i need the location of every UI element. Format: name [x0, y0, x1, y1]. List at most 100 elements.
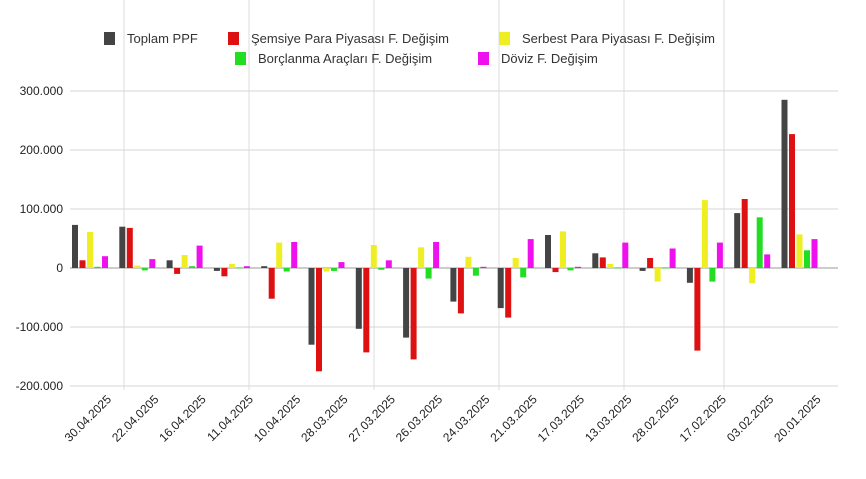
bar[interactable] [72, 224, 78, 268]
bar[interactable] [622, 242, 629, 268]
bar[interactable] [575, 266, 581, 268]
bar[interactable] [261, 266, 268, 268]
bar[interactable] [686, 268, 693, 283]
bar[interactable] [433, 242, 440, 268]
bar[interactable] [363, 268, 370, 353]
bar[interactable] [378, 268, 385, 270]
bar[interactable] [789, 134, 795, 268]
bar[interactable] [418, 247, 425, 268]
category-group [497, 239, 534, 318]
bar[interactable] [87, 232, 93, 268]
bar[interactable] [701, 200, 708, 268]
bar[interactable] [181, 255, 188, 268]
bar[interactable] [323, 268, 330, 272]
bar[interactable] [662, 267, 669, 269]
bar[interactable] [141, 268, 148, 271]
bar[interactable] [213, 268, 220, 271]
category-group [166, 245, 203, 274]
bar[interactable] [741, 199, 748, 268]
legend-item-toplam-ppf[interactable]: Toplam PPF [104, 31, 198, 46]
bar[interactable] [599, 257, 606, 268]
bar[interactable] [243, 266, 250, 268]
bar[interactable] [221, 268, 228, 277]
bar-series [72, 99, 818, 372]
bar[interactable] [134, 265, 141, 268]
bar[interactable] [166, 260, 173, 268]
bar[interactable] [796, 234, 803, 268]
legend-label: Borçlanma Araçları F. Değişim [258, 51, 432, 66]
bar[interactable] [196, 245, 203, 268]
bar[interactable] [268, 268, 275, 299]
legend-item-semsiye[interactable]: Şemsiye Para Piyasası F. Değişim [228, 31, 449, 46]
bar[interactable] [338, 262, 345, 268]
bar[interactable] [457, 268, 464, 314]
category-group [308, 262, 345, 372]
bar[interactable] [370, 245, 377, 268]
bar[interactable] [403, 268, 410, 338]
bar[interactable] [410, 268, 417, 360]
bar[interactable] [450, 268, 457, 302]
bar[interactable] [804, 250, 810, 268]
bar[interactable] [694, 268, 701, 351]
bar[interactable] [497, 268, 504, 309]
legend-item-doviz[interactable]: Döviz F. Değişim [478, 51, 598, 66]
legend-item-serbest[interactable]: Serbest Para Piyasası F. Değişim [499, 31, 715, 46]
bar[interactable] [228, 263, 235, 268]
bar[interactable] [811, 239, 818, 268]
bar[interactable] [149, 259, 156, 268]
bar[interactable] [781, 99, 788, 268]
bar[interactable] [512, 258, 519, 268]
bar[interactable] [520, 268, 527, 278]
bar[interactable] [331, 268, 337, 271]
bar[interactable] [764, 254, 771, 268]
bar[interactable] [316, 268, 322, 372]
bar[interactable] [552, 268, 559, 273]
y-tick-label: 0 [56, 261, 63, 275]
bar[interactable] [236, 267, 243, 269]
bar[interactable] [79, 260, 86, 268]
bar[interactable] [716, 242, 723, 268]
bar[interactable] [527, 239, 534, 268]
bar[interactable] [607, 263, 614, 268]
bar[interactable] [126, 227, 133, 268]
bar[interactable] [545, 235, 551, 268]
bar[interactable] [709, 268, 716, 282]
bar[interactable] [283, 268, 290, 272]
bar[interactable] [276, 242, 283, 268]
y-tick-label: -100.000 [16, 320, 64, 334]
bar[interactable] [174, 268, 181, 274]
bar[interactable] [669, 248, 676, 269]
bar[interactable] [465, 256, 472, 268]
category-group [119, 226, 156, 271]
legend-label: Toplam PPF [127, 31, 198, 46]
bar[interactable] [102, 256, 108, 268]
legend-item-borclanma[interactable]: Borçlanma Araçları F. Değişim [235, 51, 432, 66]
bar[interactable] [614, 267, 621, 269]
category-group [639, 248, 676, 282]
bar[interactable] [472, 268, 479, 276]
bar[interactable] [119, 226, 126, 268]
category-group [213, 263, 250, 277]
bar[interactable] [560, 231, 566, 268]
bar[interactable] [480, 266, 487, 268]
bar[interactable] [734, 213, 741, 268]
bar[interactable] [189, 266, 196, 268]
bar[interactable] [654, 268, 661, 282]
bar[interactable] [425, 268, 432, 279]
bar[interactable] [639, 268, 646, 271]
bar[interactable] [592, 253, 599, 269]
y-tick-label: 300.000 [20, 84, 64, 98]
bar[interactable] [291, 242, 298, 268]
bar[interactable] [505, 268, 512, 318]
legend: Toplam PPF Şemsiye Para Piyasası F. Deği… [104, 31, 715, 66]
bar[interactable] [308, 268, 315, 345]
bar[interactable] [385, 260, 392, 268]
bar[interactable] [94, 266, 101, 268]
bar[interactable] [756, 217, 763, 268]
bar[interactable] [567, 268, 574, 271]
legend-swatch [104, 32, 115, 45]
bar[interactable] [749, 268, 756, 284]
bar[interactable] [355, 268, 362, 329]
bar[interactable] [647, 258, 654, 268]
y-tick-label: 100.000 [20, 202, 64, 216]
